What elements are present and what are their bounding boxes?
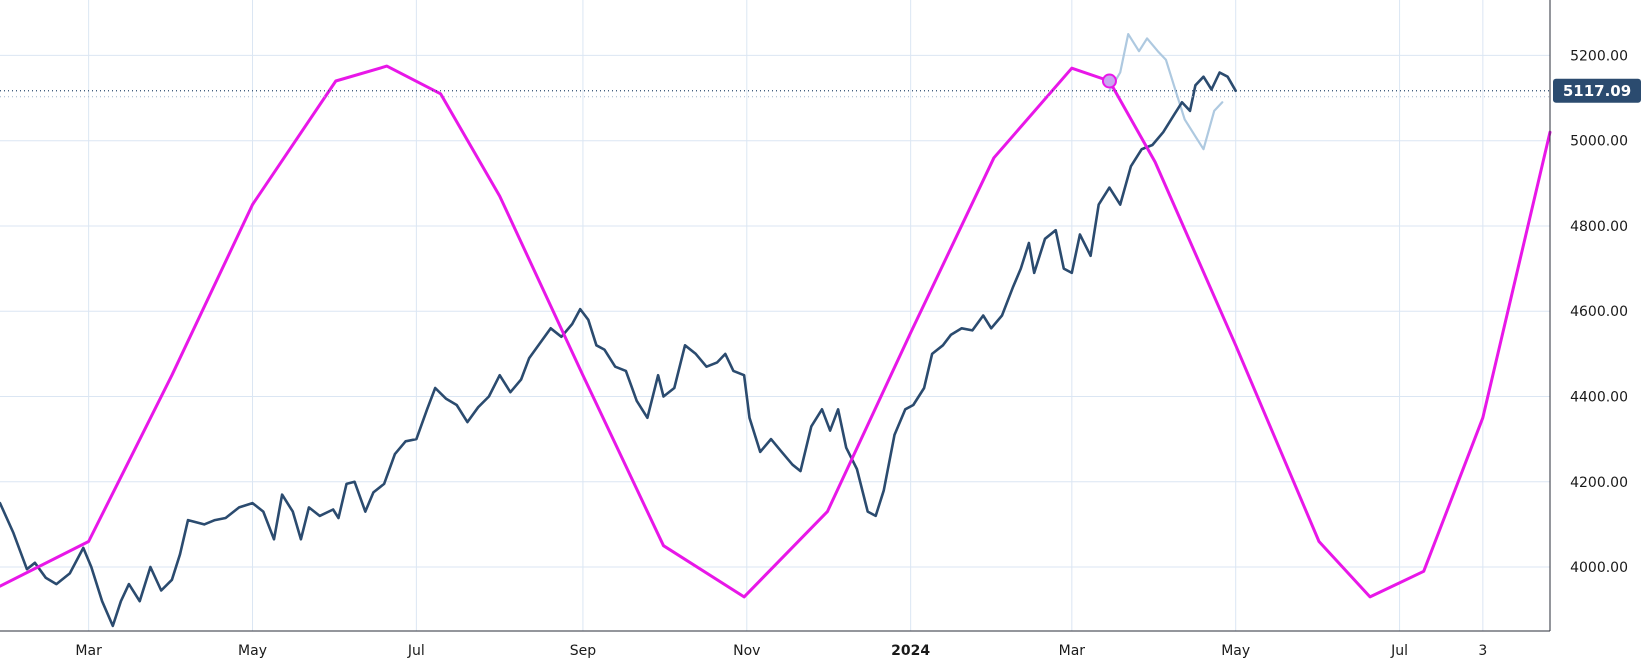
y-tick-label: 5000.00 — [1570, 134, 1628, 150]
y-tick-label: 4600.00 — [1570, 304, 1628, 320]
x-tick-label: 2024 — [891, 643, 930, 659]
axes-group: 4000.00 4200.00 4400.00 4600.00 4800.00 5000.… — [0, 0, 1628, 659]
y-tick-label: 4800.00 — [1570, 219, 1628, 235]
grid — [0, 0, 1550, 631]
current-value-marker — [1101, 73, 1117, 89]
current-value-label: 5117.09 — [1563, 82, 1631, 100]
x-tick-label: 3 — [1478, 643, 1487, 659]
overlay-group: 5117.09 — [0, 73, 1641, 103]
y-tick-label: 5200.00 — [1570, 48, 1628, 64]
x-tick-label: Mar — [1059, 643, 1086, 659]
y-tick-label: 4000.00 — [1570, 560, 1628, 576]
x-tick-label: Sep — [570, 643, 597, 659]
y-tick-label: 4200.00 — [1570, 475, 1628, 491]
x-tick-label: Jul — [407, 643, 425, 659]
price-line — [0, 71, 1237, 628]
x-tick-label: Mar — [75, 643, 102, 659]
series-group — [0, 33, 1552, 628]
x-tick-label: May — [238, 643, 267, 659]
cycle-line — [0, 64, 1552, 599]
y-tick-label: 4400.00 — [1570, 390, 1628, 406]
x-tick-label: May — [1221, 643, 1250, 659]
x-tick-label: Jul — [1390, 643, 1408, 659]
x-tick-label: Nov — [733, 643, 760, 659]
projection-line — [1108, 33, 1224, 151]
current-value-tag — [1553, 78, 1641, 103]
